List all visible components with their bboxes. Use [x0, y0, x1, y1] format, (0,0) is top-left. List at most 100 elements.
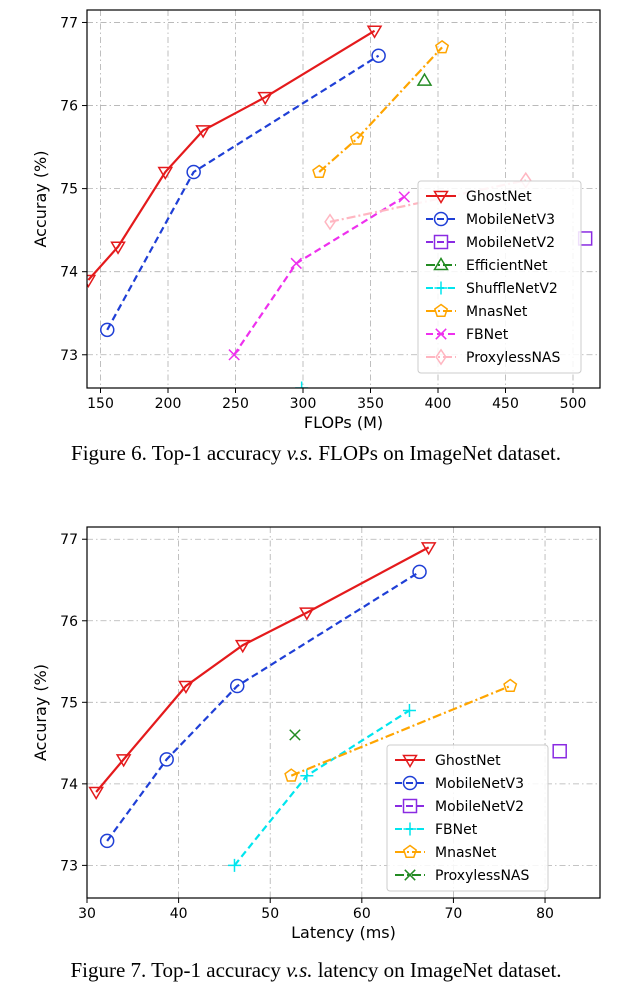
data-point-fbnet [402, 703, 416, 717]
y-tick-label: 73 [60, 858, 78, 874]
legend-label-shufflenetv2: ShuffleNetV2 [466, 281, 558, 297]
x-tick-label: 450 [492, 396, 519, 412]
data-point-mobilenetv3 [186, 164, 201, 180]
data-point-fbnet [398, 191, 410, 203]
legend-marker-mnasnet [402, 844, 418, 859]
y-tick-label: 74 [60, 777, 78, 793]
x-tick-label: 30 [78, 906, 96, 922]
series-line-fbnet [233, 195, 405, 356]
series-line-mnasnet [290, 684, 511, 777]
legend-label-mobilenetv2: MobileNetV2 [435, 799, 524, 815]
legend-label-ghostnet: GhostNet [466, 189, 532, 205]
data-point-mobilenetv3 [100, 322, 115, 338]
y-tick-label: 75 [60, 695, 78, 711]
legend: GhostNet MobileNetV3 MobileNetV2 FBNet MnasN… [386, 744, 549, 892]
y-tick-label: 77 [60, 532, 78, 548]
data-point-mobilenetv2 [552, 743, 567, 759]
legend-marker-mobilenetv2 [402, 798, 418, 814]
legend-label-efficientnet: EfficientNet [466, 258, 548, 274]
data-point-mobilenetv3 [412, 564, 427, 580]
series-line-mobilenetv3 [106, 570, 421, 842]
data-point-ghostnet [87, 274, 97, 288]
series-line-ghostnet [95, 546, 430, 793]
figure-6-caption: Figure 6. Top-1 accuracy v.s. FLOPs on I… [71, 441, 561, 465]
legend-label-proxylessnas: ProxylessNAS [466, 350, 560, 366]
data-point-proxylessnas [289, 729, 301, 741]
x-tick-label: 500 [560, 396, 587, 412]
x-tick-label: 150 [87, 396, 114, 412]
data-point-mnasnet [312, 164, 327, 179]
data-point-ghostnet [88, 786, 104, 800]
data-point-mobilenetv3 [229, 678, 245, 694]
data-point-ghostnet [234, 639, 251, 654]
series-line-fbnet [233, 709, 411, 867]
x-axis-label: FLOPs (M) [304, 413, 383, 432]
data-point-ghostnet [178, 680, 194, 694]
legend-marker-mnasnet [433, 303, 449, 318]
legend-label-fbnet: FBNet [435, 822, 478, 838]
data-point-shufflenetv2 [295, 381, 309, 388]
y-tick-label: 74 [60, 265, 78, 281]
x-tick-label: 80 [536, 906, 554, 922]
legend-label-proxylessnas: ProxylessNAS [435, 868, 529, 884]
legend-label-mobilenetv3: MobileNetV3 [466, 212, 555, 228]
data-point-mnasnet [284, 768, 299, 782]
plot-area [88, 542, 567, 872]
data-point-fbnet [228, 349, 240, 361]
x-tick-label: 300 [290, 396, 317, 412]
x-tick-label: 70 [445, 906, 463, 922]
y-axis-label: Accuray (%) [31, 150, 50, 247]
legend-label-mobilenetv2: MobileNetV2 [466, 235, 555, 251]
y-tick-label: 73 [60, 348, 78, 364]
series-line-mnasnet [318, 46, 443, 173]
legend-marker-ghostnet [402, 754, 418, 768]
y-tick-label: 76 [60, 99, 78, 115]
x-axis-label: Latency (ms) [291, 923, 396, 942]
chart-latency-vs-accuracy: 30 40 50 60 70 80 73 74 75 76 77 Latency (ms) Accura… [31, 526, 601, 942]
data-point-mnasnet [349, 131, 365, 145]
legend-marker-fbnet [403, 822, 417, 836]
x-tick-label: 250 [222, 396, 249, 412]
chart-flops-vs-accuracy: 150 200 250 300 350 400 450 500 73 74 75 76 77 FLOPs … [31, 9, 601, 432]
legend-marker-efficientnet [433, 257, 449, 271]
series-line-ghostnet [87, 29, 376, 281]
data-point-ghostnet [257, 91, 274, 106]
x-tick-label: 200 [155, 396, 182, 412]
x-tick-label: 60 [353, 906, 371, 922]
legend-marker-mobilenetv3 [433, 211, 449, 227]
data-point-ghostnet [195, 125, 211, 139]
legend-box [386, 744, 549, 892]
data-point-ghostnet [366, 25, 383, 39]
y-tick-label: 77 [60, 15, 78, 31]
data-point-ghostnet [420, 542, 437, 556]
legend-label-ghostnet: GhostNet [435, 753, 501, 769]
series-line-mobilenetv3 [106, 54, 380, 331]
figure-7-caption: Figure 7. Top-1 accuracy v.s. latency on… [70, 958, 561, 982]
data-point-fbnet [290, 257, 302, 270]
data-point-mobilenetv3 [371, 48, 386, 63]
legend-marker-shufflenetv2 [434, 281, 448, 295]
data-point-ghostnet [157, 166, 174, 180]
legend-label-mnasnet: MnasNet [466, 304, 528, 320]
x-tick-label: 350 [357, 396, 384, 412]
legend-label-fbnet: FBNet [466, 327, 509, 343]
legend-marker-ghostnet [433, 190, 449, 204]
legend-marker-fbnet [435, 328, 447, 340]
data-point-proxylessnas [324, 213, 336, 231]
plot-frame [86, 526, 601, 899]
legend-marker-mobilenetv2 [433, 234, 449, 250]
y-tick-label: 75 [60, 182, 78, 198]
legend-label-mnasnet: MnasNet [435, 845, 497, 861]
x-tick-label: 40 [170, 906, 188, 922]
legend-marker-proxylessnas [404, 869, 416, 881]
x-tick-label: 50 [261, 906, 279, 922]
data-point-ghostnet [110, 241, 126, 255]
data-point-efficientnet [416, 72, 433, 86]
y-axis-label: Accuray (%) [31, 664, 50, 761]
y-tick-label: 76 [60, 614, 78, 630]
data-point-ghostnet [299, 607, 315, 621]
data-point-mnasnet [434, 39, 450, 54]
data-point-mnasnet [503, 678, 518, 693]
x-tick-label: 400 [425, 396, 452, 412]
legend: GhostNet MobileNetV3 MobileNetV2 EfficientN… [417, 180, 582, 374]
